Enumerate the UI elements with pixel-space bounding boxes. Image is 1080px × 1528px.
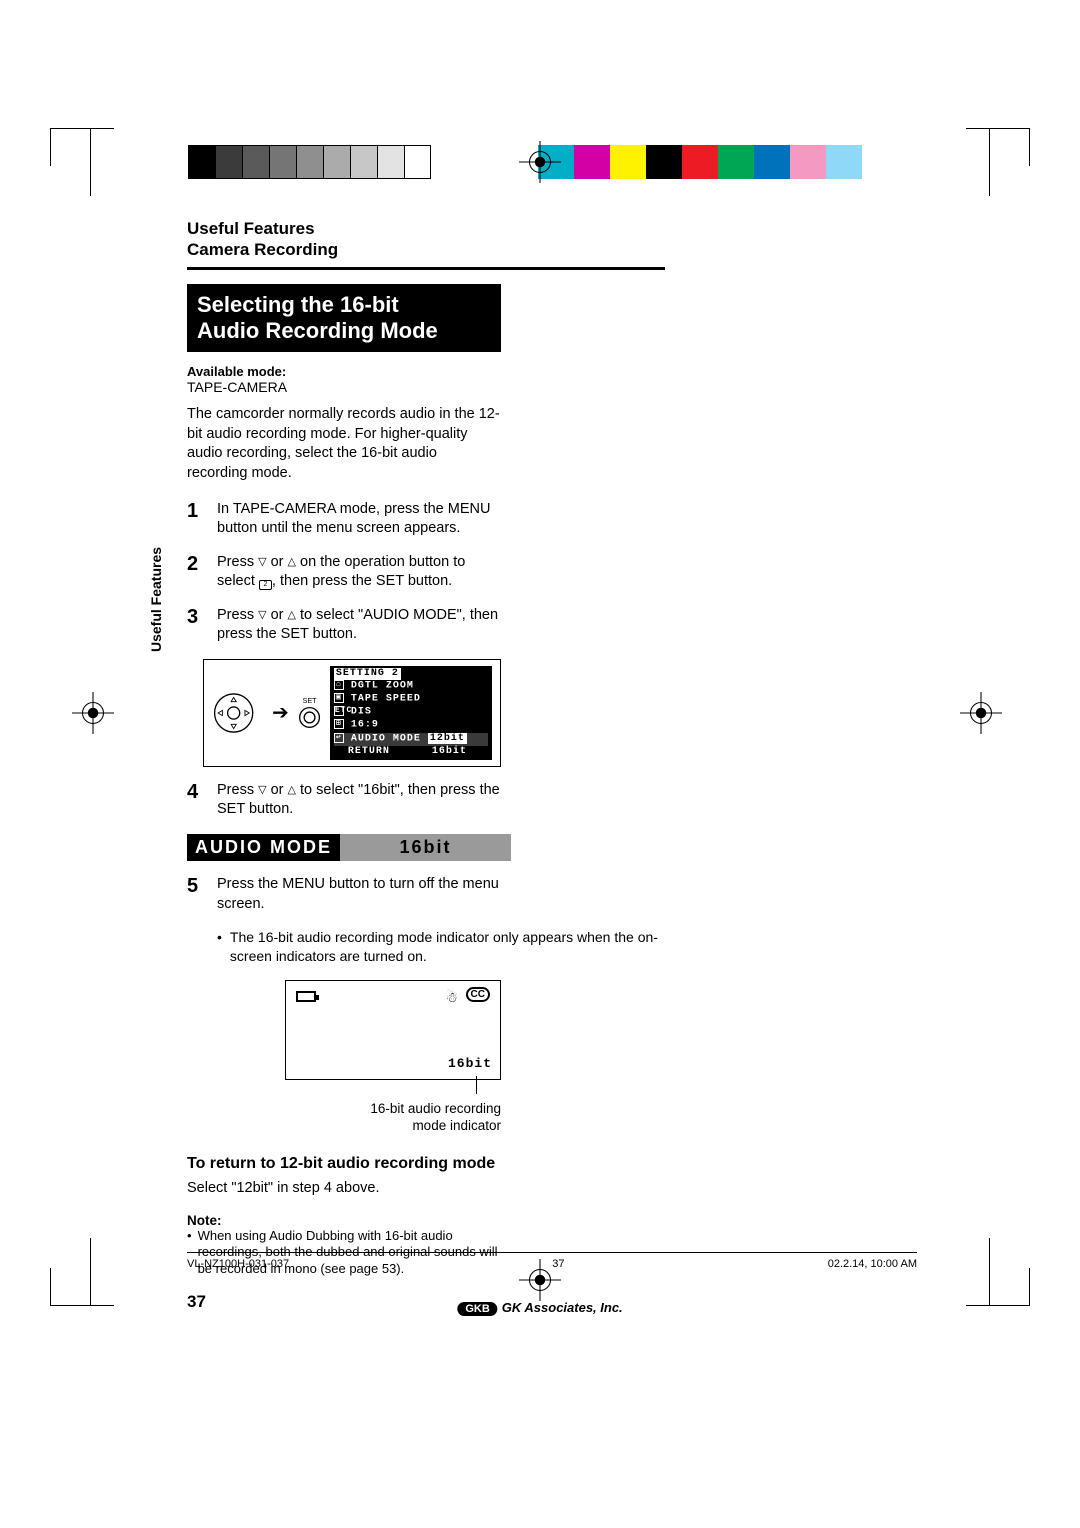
crop-mark [90,128,91,196]
menu-cat-icon: ▣ [334,693,344,703]
available-mode-value: TAPE-CAMERA [187,379,665,395]
registration-mark-icon [72,692,114,734]
crop-mark [966,1268,1030,1306]
page-content: Useful Features Camera Recording Selecti… [187,218,665,1312]
divider [187,267,665,270]
registration-mark-icon [960,692,1002,734]
lcd-figure: ☃ CC 16bit [285,980,501,1080]
publisher-badge: GKB [457,1302,497,1316]
down-triangle-icon: ▽ [258,555,266,570]
audio-mode-label: AUDIO MODE [187,834,340,861]
step-text: In TAPE-CAMERA mode, press the MENU butt… [217,500,501,539]
callout-line [476,1076,477,1094]
footer: VL-NZ100H-031-037 37 02.2.14, 10:00 AM [187,1258,917,1270]
down-triangle-icon: ▽ [258,783,266,798]
up-triangle-icon: △ [288,608,296,623]
return-text: Select "12bit" in step 4 above. [187,1179,501,1199]
title-line2: Audio Recording Mode [197,318,438,343]
note-label: Note: [187,1213,665,1228]
section-header-line2: Camera Recording [187,240,338,259]
cc-icon: CC [466,987,490,1002]
footer-left: VL-NZ100H-031-037 [187,1258,289,1270]
operation-button-icon [212,684,264,742]
audio-16bit-indicator: 16bit [448,1056,492,1071]
menu-cat-icon: ETC [334,706,344,716]
step-4: 4 Press ▽ or △ to select "16bit", then p… [187,781,501,820]
menu-cat-icon: ↩ [334,733,344,743]
menu-header: SETTING 2 [334,668,401,681]
crop-mark [989,128,990,196]
menu-item: ETC DIS [334,706,488,719]
step-3: 3 Press ▽ or △ to select "AUDIO MODE", t… [187,606,501,645]
audio-mode-bar: AUDIO MODE 16bit [187,834,511,861]
crop-mark [966,128,1030,166]
step-5: 5 Press the MENU button to turn off the … [187,875,501,914]
page-title: Selecting the 16-bit Audio Recording Mod… [187,284,501,353]
arrow-right-icon: ➔ [272,700,289,725]
step-number: 3 [187,606,205,645]
menu-item: ▣ TAPE SPEED [334,693,488,706]
color-swatch-bar [538,145,862,179]
crop-mark [90,1238,91,1306]
menu-item: ⌂ DGTL ZOOM [334,680,488,693]
step-number: 2 [187,553,205,592]
menu-item-selected: ↩ AUDIO MODE 12bit [334,733,488,746]
step-number: 5 [187,875,205,914]
step-number: 1 [187,500,205,539]
figure-caption: 16-bit audio recording mode indicator [187,1100,501,1135]
menu-screen: SETTING 2 ⌂ DGTL ZOOM ▣ TAPE SPEED ETC D… [330,666,492,761]
bullet-icon: • [217,928,222,966]
return-heading: To return to 12-bit audio recording mode [187,1155,501,1173]
down-triangle-icon: ▽ [258,608,266,623]
svg-text:SET: SET [302,697,317,705]
step-1: 1 In TAPE-CAMERA mode, press the MENU bu… [187,500,501,539]
publisher-credit: GKBGK Associates, Inc. [457,1300,622,1315]
step-text: Press ▽ or △ on the operation button to … [217,553,501,592]
registration-mark-icon [519,141,561,183]
step-text: Press the MENU button to turn off the me… [217,875,501,914]
footer-center: 37 [289,1258,828,1270]
intro-paragraph: The camcorder normally records audio in … [187,405,501,483]
title-line1: Selecting the 16-bit [197,292,399,317]
step-2: 2 Press ▽ or △ on the operation button t… [187,553,501,592]
menu-cat-icon: ⊞ [334,719,344,729]
step-5-bullet: •The 16-bit audio recording mode indicat… [217,928,665,966]
grey-swatch-bar [188,145,431,179]
up-triangle-icon: △ [288,783,296,798]
crop-mark [989,1238,990,1306]
section-header-line1: Useful Features [187,219,315,238]
menu-item: RETURN 16bit [334,746,488,759]
menu-cat-icon: ⌂ [334,680,344,690]
sidebar-tab-label: Useful Features [148,547,164,652]
audio-mode-value: 16bit [340,834,511,861]
set-button-icon: SET [297,693,322,733]
footer-right: 02.2.14, 10:00 AM [828,1258,917,1270]
footer-divider [187,1252,917,1253]
step-number: 4 [187,781,205,820]
crop-mark [50,128,114,166]
available-mode-label: Available mode: [187,364,665,379]
battery-icon [296,991,316,1002]
steps-list: 1 In TAPE-CAMERA mode, press the MENU bu… [187,500,501,645]
section-header: Useful Features Camera Recording [187,218,665,261]
crop-mark [50,1268,114,1306]
step-text: Press ▽ or △ to select "16bit", then pre… [217,781,501,820]
up-triangle-icon: △ [288,555,296,570]
menu-figure: ➔ SET SETTING 2 ⌂ DGTL ZOOM ▣ TAPE SPEED… [203,659,501,767]
step-text: Press ▽ or △ to select "AUDIO MODE", the… [217,606,501,645]
menu-item: ⊞ 16:9 [334,719,488,732]
settings2-icon: 2 [259,580,272,590]
backlight-icon: ☃ [445,989,458,1006]
